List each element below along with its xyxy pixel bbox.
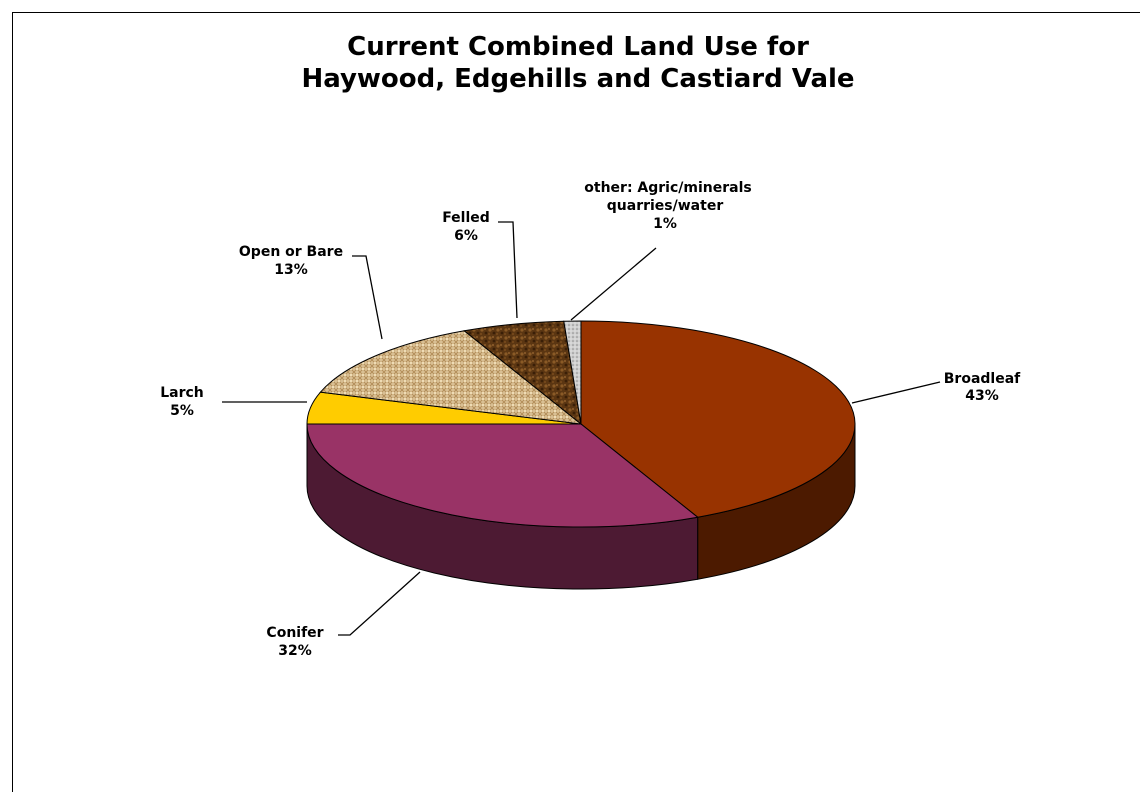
slice-label-conifer-name: Conifer — [266, 625, 323, 641]
slice-label-conifer-pct: 32% — [278, 643, 312, 659]
slice-label-broadleaf-name: Broadleaf — [944, 371, 1021, 387]
slice-label-open-or-bare-name: Open or Bare — [239, 244, 343, 260]
pie-slice-broadleaf — [580, 320, 856, 518]
leader-line-other — [570, 247, 657, 321]
slice-label-felled-pct: 6% — [454, 228, 478, 244]
slice-label-larch-name: Larch — [160, 385, 204, 401]
slice-label-other-name-line-1: other: Agric/minerals — [584, 180, 751, 196]
leader-line-open-or-bare — [352, 255, 383, 340]
slice-label-other-name-line-2: quarries/water — [607, 198, 724, 214]
slice-label-broadleaf-pct: 43% — [965, 388, 999, 404]
slice-label-larch-pct: 5% — [170, 403, 194, 419]
chart-title-line-2: Haywood, Edgehills and Castiard Vale — [301, 64, 854, 94]
pie-slice-conifer — [306, 423, 699, 528]
leader-line-broadleaf — [851, 381, 941, 404]
pie-slice-other — [563, 320, 582, 425]
slice-label-felled-name: Felled — [442, 210, 490, 226]
pie-slice-open-or-bare — [319, 330, 583, 425]
chart-title-line-1: Current Combined Land Use for — [347, 32, 809, 62]
slice-label-open-or-bare-pct: 13% — [274, 262, 308, 278]
leader-line-felled — [498, 221, 518, 319]
slice-label-other-pct: 1% — [653, 216, 677, 232]
leader-line-conifer — [338, 571, 421, 636]
